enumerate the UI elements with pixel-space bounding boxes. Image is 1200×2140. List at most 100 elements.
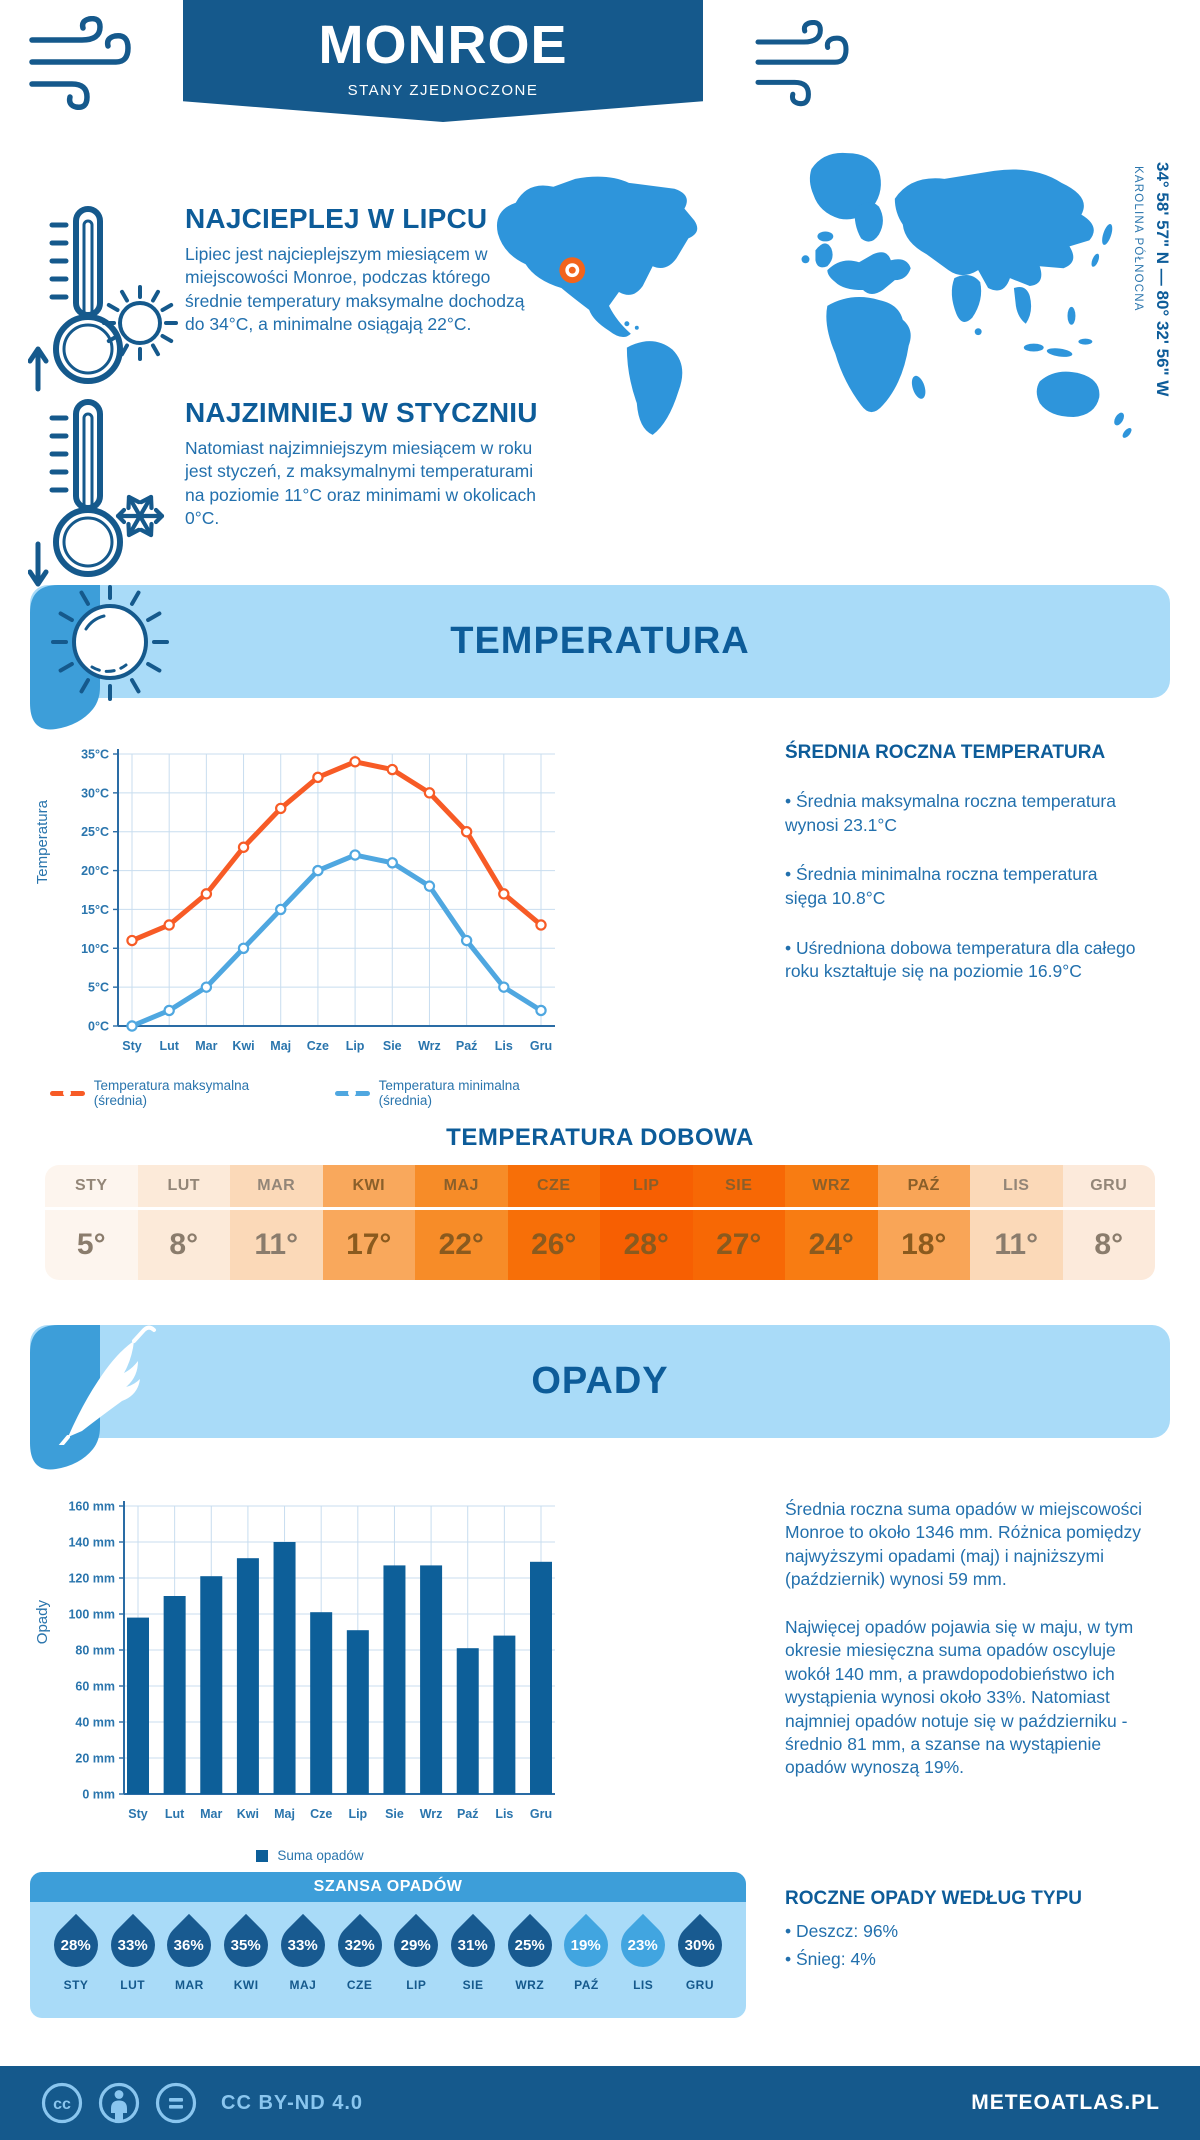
snowflake-icon — [115, 494, 165, 538]
cc-icon: cc — [41, 2082, 83, 2124]
wind-icon — [24, 16, 136, 112]
chance-value: 23% — [628, 1936, 659, 1954]
temperature-value-cell: 24° — [785, 1210, 878, 1280]
chance-item: 25% WRZ — [498, 1913, 561, 1992]
svg-text:40 mm: 40 mm — [75, 1716, 115, 1730]
precipitation-chance-title: SZANSA OPADÓW — [30, 1872, 746, 1902]
svg-text:Wrz: Wrz — [420, 1807, 443, 1821]
table-column: PAŹ 18° — [877, 1165, 970, 1280]
footer: cc CC BY-ND 4.0 METEOATLAS.PL — [0, 2066, 1200, 2140]
world-map — [478, 138, 1133, 448]
month-header-cell: WRZ — [785, 1165, 878, 1207]
temperature-value-cell: 27° — [692, 1210, 785, 1280]
chance-value: 33% — [287, 1936, 318, 1954]
legend-square-swatch — [256, 1849, 269, 1862]
water-drop-icon: 31% — [441, 1913, 505, 1977]
svg-text:Lis: Lis — [495, 1039, 513, 1053]
svg-text:10°C: 10°C — [81, 942, 109, 956]
svg-text:Paź: Paź — [456, 1039, 478, 1053]
table-column: CZE 26° — [507, 1165, 600, 1280]
temperature-chart-legend: Temperatura maksymalna (średnia) Temperat… — [50, 1078, 570, 1108]
svg-text:Kwi: Kwi — [232, 1039, 254, 1053]
precipitation-chart-ylabel: Opady — [34, 1600, 51, 1645]
chance-value: 25% — [514, 1936, 545, 1954]
temperature-value-cell: 26° — [507, 1210, 600, 1280]
chance-item: 19% PAŹ — [555, 1913, 618, 1992]
temperature-value-cell: 8° — [137, 1210, 230, 1280]
arrow-up-icon — [28, 346, 49, 392]
temperature-chart-ylabel: Temperatura — [34, 800, 51, 885]
precipitation-type-bullet: • Deszcz: 96% — [785, 1921, 899, 1941]
water-drop-icon: 33% — [271, 1913, 334, 1977]
svg-text:100 mm: 100 mm — [68, 1608, 115, 1622]
precipitation-paragraph: Średnia roczna suma opadów w miejscowośc… — [785, 1499, 1142, 1590]
svg-text:160 mm: 160 mm — [68, 1500, 115, 1514]
chance-value: 19% — [571, 1936, 602, 1954]
wind-icon — [746, 20, 858, 108]
svg-text:cc: cc — [53, 2096, 71, 2113]
chance-item: 30% GRU — [668, 1913, 732, 1992]
temperature-value-cell: 22° — [415, 1210, 508, 1280]
chance-value: 33% — [117, 1936, 148, 1954]
license-block: cc CC BY-ND 4.0 — [40, 2081, 363, 2125]
chance-month: MAR — [175, 1978, 204, 1992]
chance-month: LIS — [633, 1978, 654, 1992]
page-title: MONROE — [318, 15, 568, 75]
chance-item: 35% KWI — [215, 1913, 278, 1992]
chance-value: 31% — [458, 1936, 489, 1954]
precipitation-banner: OPADY — [30, 1325, 1170, 1438]
umbrella-icon — [30, 1325, 180, 1445]
daily-temperature-title: TEMPERATURA DOBOWA — [446, 1124, 754, 1151]
license-label: CC BY-ND 4.0 — [221, 2091, 364, 2114]
cc-attribution-icon — [98, 2082, 140, 2124]
svg-text:20°C: 20°C — [81, 864, 109, 878]
svg-text:Mar: Mar — [200, 1807, 222, 1821]
legend-item: Temperatura maksymalna (średnia) — [50, 1078, 299, 1108]
thermometer-up-icon — [28, 203, 178, 398]
chance-item: 31% SIE — [441, 1913, 505, 1992]
page-subtitle: STANY ZJEDNOCZONE — [347, 82, 539, 99]
location-coordinates: 34° 58' 57" N — 80° 32' 56" W — [1153, 162, 1172, 397]
legend-label: Temperatura maksymalna (średnia) — [93, 1078, 250, 1108]
month-header-cell: LIS — [970, 1165, 1063, 1207]
svg-text:30°C: 30°C — [81, 786, 109, 800]
sun-icon — [30, 585, 180, 705]
cc-nd-icon — [155, 2082, 197, 2124]
month-header-cell: CZE — [507, 1165, 600, 1207]
temperature-value-cell: 17° — [322, 1210, 415, 1280]
legend-label: Suma opadów — [277, 1848, 364, 1863]
table-column: KWI 17° — [322, 1165, 415, 1280]
chance-item: 32% CZE — [328, 1913, 391, 1992]
table-column: GRU 8° — [1062, 1165, 1155, 1280]
warm-section-text: Lipiec jest najcieplejszym miesiącem w m… — [185, 244, 525, 335]
svg-text:15°C: 15°C — [81, 903, 109, 917]
precipitation-text-block: Średnia roczna suma opadów w miejscowośc… — [785, 1498, 1145, 1780]
table-column: LIS 11° — [970, 1165, 1063, 1280]
temperature-value-cell: 28° — [600, 1210, 693, 1280]
month-header-cell: STY — [45, 1165, 138, 1207]
svg-text:Sie: Sie — [383, 1039, 402, 1053]
svg-text:Lis: Lis — [495, 1807, 513, 1821]
svg-text:20 mm: 20 mm — [75, 1752, 115, 1766]
svg-text:25°C: 25°C — [81, 825, 109, 839]
legend-item: Temperatura minimalna (średnia) — [334, 1078, 570, 1108]
precipitation-chart-legend: Suma opadów — [50, 1848, 570, 1863]
header-ribbon: MONROE STANY ZJEDNOCZONE — [183, 0, 703, 122]
warm-section-title: NAJCIEPLEJ W LIPCU — [185, 203, 488, 234]
svg-text:Cze: Cze — [310, 1807, 332, 1821]
temperature-value-cell: 11° — [970, 1210, 1063, 1280]
legend-label: Temperatura minimalna (średnia) — [378, 1078, 520, 1108]
chance-value: 35% — [231, 1936, 262, 1954]
chance-item: 29% LIP — [385, 1913, 448, 1992]
water-drop-icon: 33% — [101, 1913, 164, 1977]
table-column: STY 5° — [45, 1165, 138, 1280]
water-drop-icon: 19% — [555, 1913, 618, 1977]
chance-month: MAJ — [289, 1978, 317, 1992]
chance-month: PAŹ — [574, 1978, 599, 1992]
annual-temperature-bullet: • Średnia maksymalna roczna temperatura … — [785, 791, 1116, 835]
chance-value: 29% — [401, 1936, 432, 1954]
temperature-value-cell: 11° — [230, 1210, 323, 1280]
chance-item: 28% STY — [44, 1913, 108, 1992]
chance-month: CZE — [346, 1978, 373, 1992]
